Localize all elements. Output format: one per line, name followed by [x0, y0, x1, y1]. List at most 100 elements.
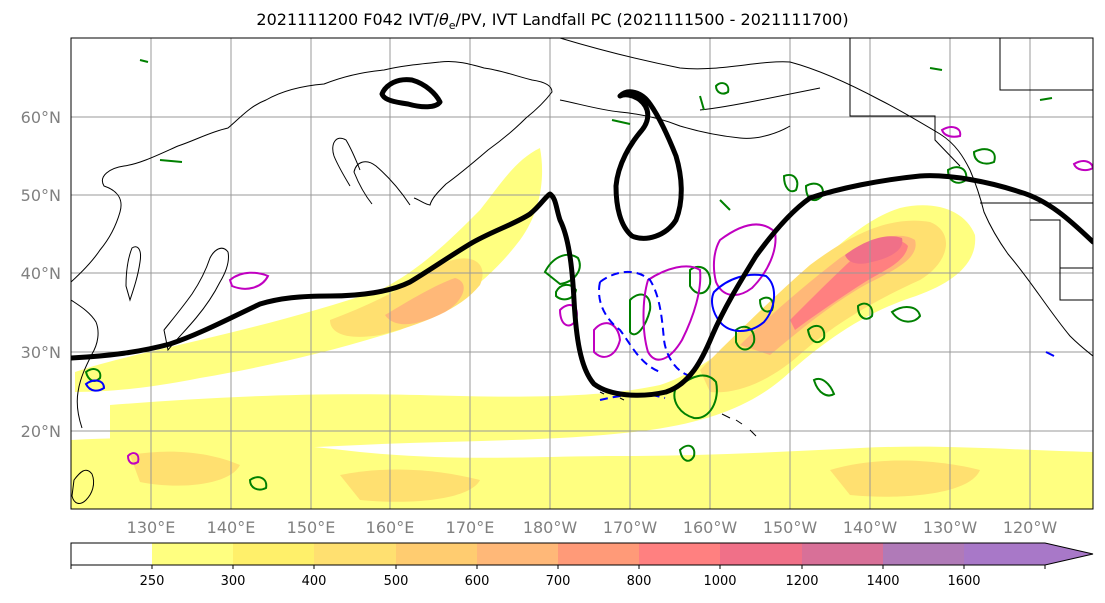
title-theta: θ	[438, 10, 449, 29]
colorbar-segment	[883, 543, 964, 565]
colorbar-label: 700	[546, 574, 571, 589]
coast-midway-islands	[599, 391, 625, 401]
pv-contour-k	[806, 324, 836, 397]
colorbar: 250 300 400 500 600 700 800 1000 1200 14…	[70, 542, 1094, 589]
coast-korea	[125, 246, 141, 302]
lat-label: 60°N	[21, 108, 61, 127]
ivt-core-east-800	[790, 240, 908, 330]
pv-contour-m	[139, 59, 1053, 211]
lon-label: 140°W	[843, 518, 898, 537]
pc-contour-alaska-loop	[613, 89, 684, 241]
lon-label: 150°E	[287, 518, 336, 537]
lon-label: 120°W	[1003, 518, 1058, 537]
colorbar-segment	[558, 543, 639, 565]
colorbar-label: 1200	[785, 574, 818, 589]
pv-contour-l	[84, 368, 268, 491]
lon-label: 130°W	[923, 518, 978, 537]
coast-japan	[163, 247, 229, 352]
theta-pos-d	[228, 271, 270, 290]
pv-contours	[84, 59, 1053, 491]
colorbar-label: 800	[627, 574, 652, 589]
ivt-landfall-pc-contour	[71, 77, 1093, 398]
theta-pos-b	[642, 265, 702, 361]
colorbar-segment	[396, 543, 477, 565]
coastlines	[71, 38, 1093, 504]
ivt-core-east-1000	[845, 236, 903, 264]
lon-label: 180°W	[523, 518, 578, 537]
longitude-labels: 130°E 140°E 150°E 160°E 170°E 180°W 170°…	[127, 518, 1058, 537]
lat-label: 20°N	[21, 422, 61, 441]
colorbar-segment	[720, 543, 802, 565]
lon-label: 150°W	[763, 518, 818, 537]
lon-label: 140°E	[207, 518, 256, 537]
lon-label: 160°W	[683, 518, 738, 537]
colorbar-label: 1400	[866, 574, 899, 589]
ivt-south-300	[340, 469, 480, 502]
colorbar-label: 250	[140, 574, 165, 589]
colorbar-extend-arrow	[1045, 543, 1093, 565]
ivt-south2-300	[830, 460, 980, 497]
colorbar-segment	[802, 543, 883, 565]
title-rest: /PV, IVT Landfall PC (2021111500 - 20211…	[455, 10, 849, 29]
colorbar-label: 300	[221, 574, 246, 589]
latitude-labels: 60°N 50°N 40°N 30°N 20°N	[21, 108, 61, 441]
map-title: 2021111200 F042 IVT/θe/PV, IVT Landfall …	[0, 10, 1105, 32]
colorbar-segment	[639, 543, 720, 565]
pv-contour-b	[629, 293, 652, 336]
coast-canada-border	[849, 38, 1093, 167]
colorbar-label: 600	[465, 574, 490, 589]
colorbar-segment	[233, 543, 314, 565]
lat-label: 40°N	[21, 264, 61, 283]
lon-label: 170°E	[446, 518, 495, 537]
colorbar-ticks	[70, 565, 1046, 569]
title-theta-sub: e	[448, 19, 456, 33]
coast-kamchatka	[353, 161, 411, 206]
map-frame	[70, 37, 1094, 510]
theta-pos-c	[558, 304, 622, 358]
title-main: 2021111200 F042 IVT/	[256, 10, 439, 29]
colorbar-label: 1600	[947, 574, 980, 589]
lat-label: 30°N	[21, 343, 61, 362]
theta-pos-f	[126, 452, 140, 465]
ivt-band-south	[71, 438, 1093, 509]
coast-hawaii	[721, 413, 757, 437]
colorbar-segment	[477, 543, 558, 565]
theta-pos-a	[712, 223, 777, 297]
coast-philippines	[71, 469, 95, 504]
theta-neg-solid-a	[711, 273, 775, 332]
colorbar-segment	[152, 543, 233, 565]
colorbar-segment	[71, 543, 152, 565]
coast-asia	[71, 61, 553, 283]
lon-label: 160°E	[366, 518, 415, 537]
colorbar-label: 1000	[703, 574, 736, 589]
pv-contour-h	[856, 302, 922, 323]
ivt-southwest-300	[130, 451, 240, 486]
colorbar-outline	[70, 542, 1094, 566]
pv-contour-a	[543, 253, 581, 301]
coast-china	[71, 299, 99, 429]
theta-pos-contours	[126, 126, 1093, 465]
colorbar-labels: 250 300 400 500 600 700 800 1000 1200 14…	[140, 574, 981, 589]
ivt-core-west-500	[385, 278, 464, 325]
ivt-core-west-300	[330, 258, 483, 337]
theta-neg-solid-b	[84, 351, 1055, 392]
colorbar-label: 500	[384, 574, 409, 589]
pv-contour-c	[689, 265, 712, 295]
lon-label: 170°W	[603, 518, 658, 537]
coast-alaska	[559, 38, 1093, 357]
colorbar-segment	[964, 543, 1045, 565]
pc-contour-main	[71, 173, 1093, 398]
colorbar-segment	[314, 543, 396, 565]
lon-label: 130°E	[127, 518, 176, 537]
lat-label: 50°N	[21, 186, 61, 205]
theta-pos-e	[940, 126, 1093, 172]
coast-aleutians	[559, 99, 791, 139]
coast-alaska-peninsula	[699, 87, 821, 111]
pv-contour-e	[678, 444, 696, 462]
ivt-plume-central	[110, 205, 976, 449]
pc-contour-siberia-loop	[379, 77, 443, 110]
coast-us-border	[980, 202, 1093, 301]
pv-contour-j	[611, 82, 730, 125]
pv-contour-d	[673, 374, 718, 420]
